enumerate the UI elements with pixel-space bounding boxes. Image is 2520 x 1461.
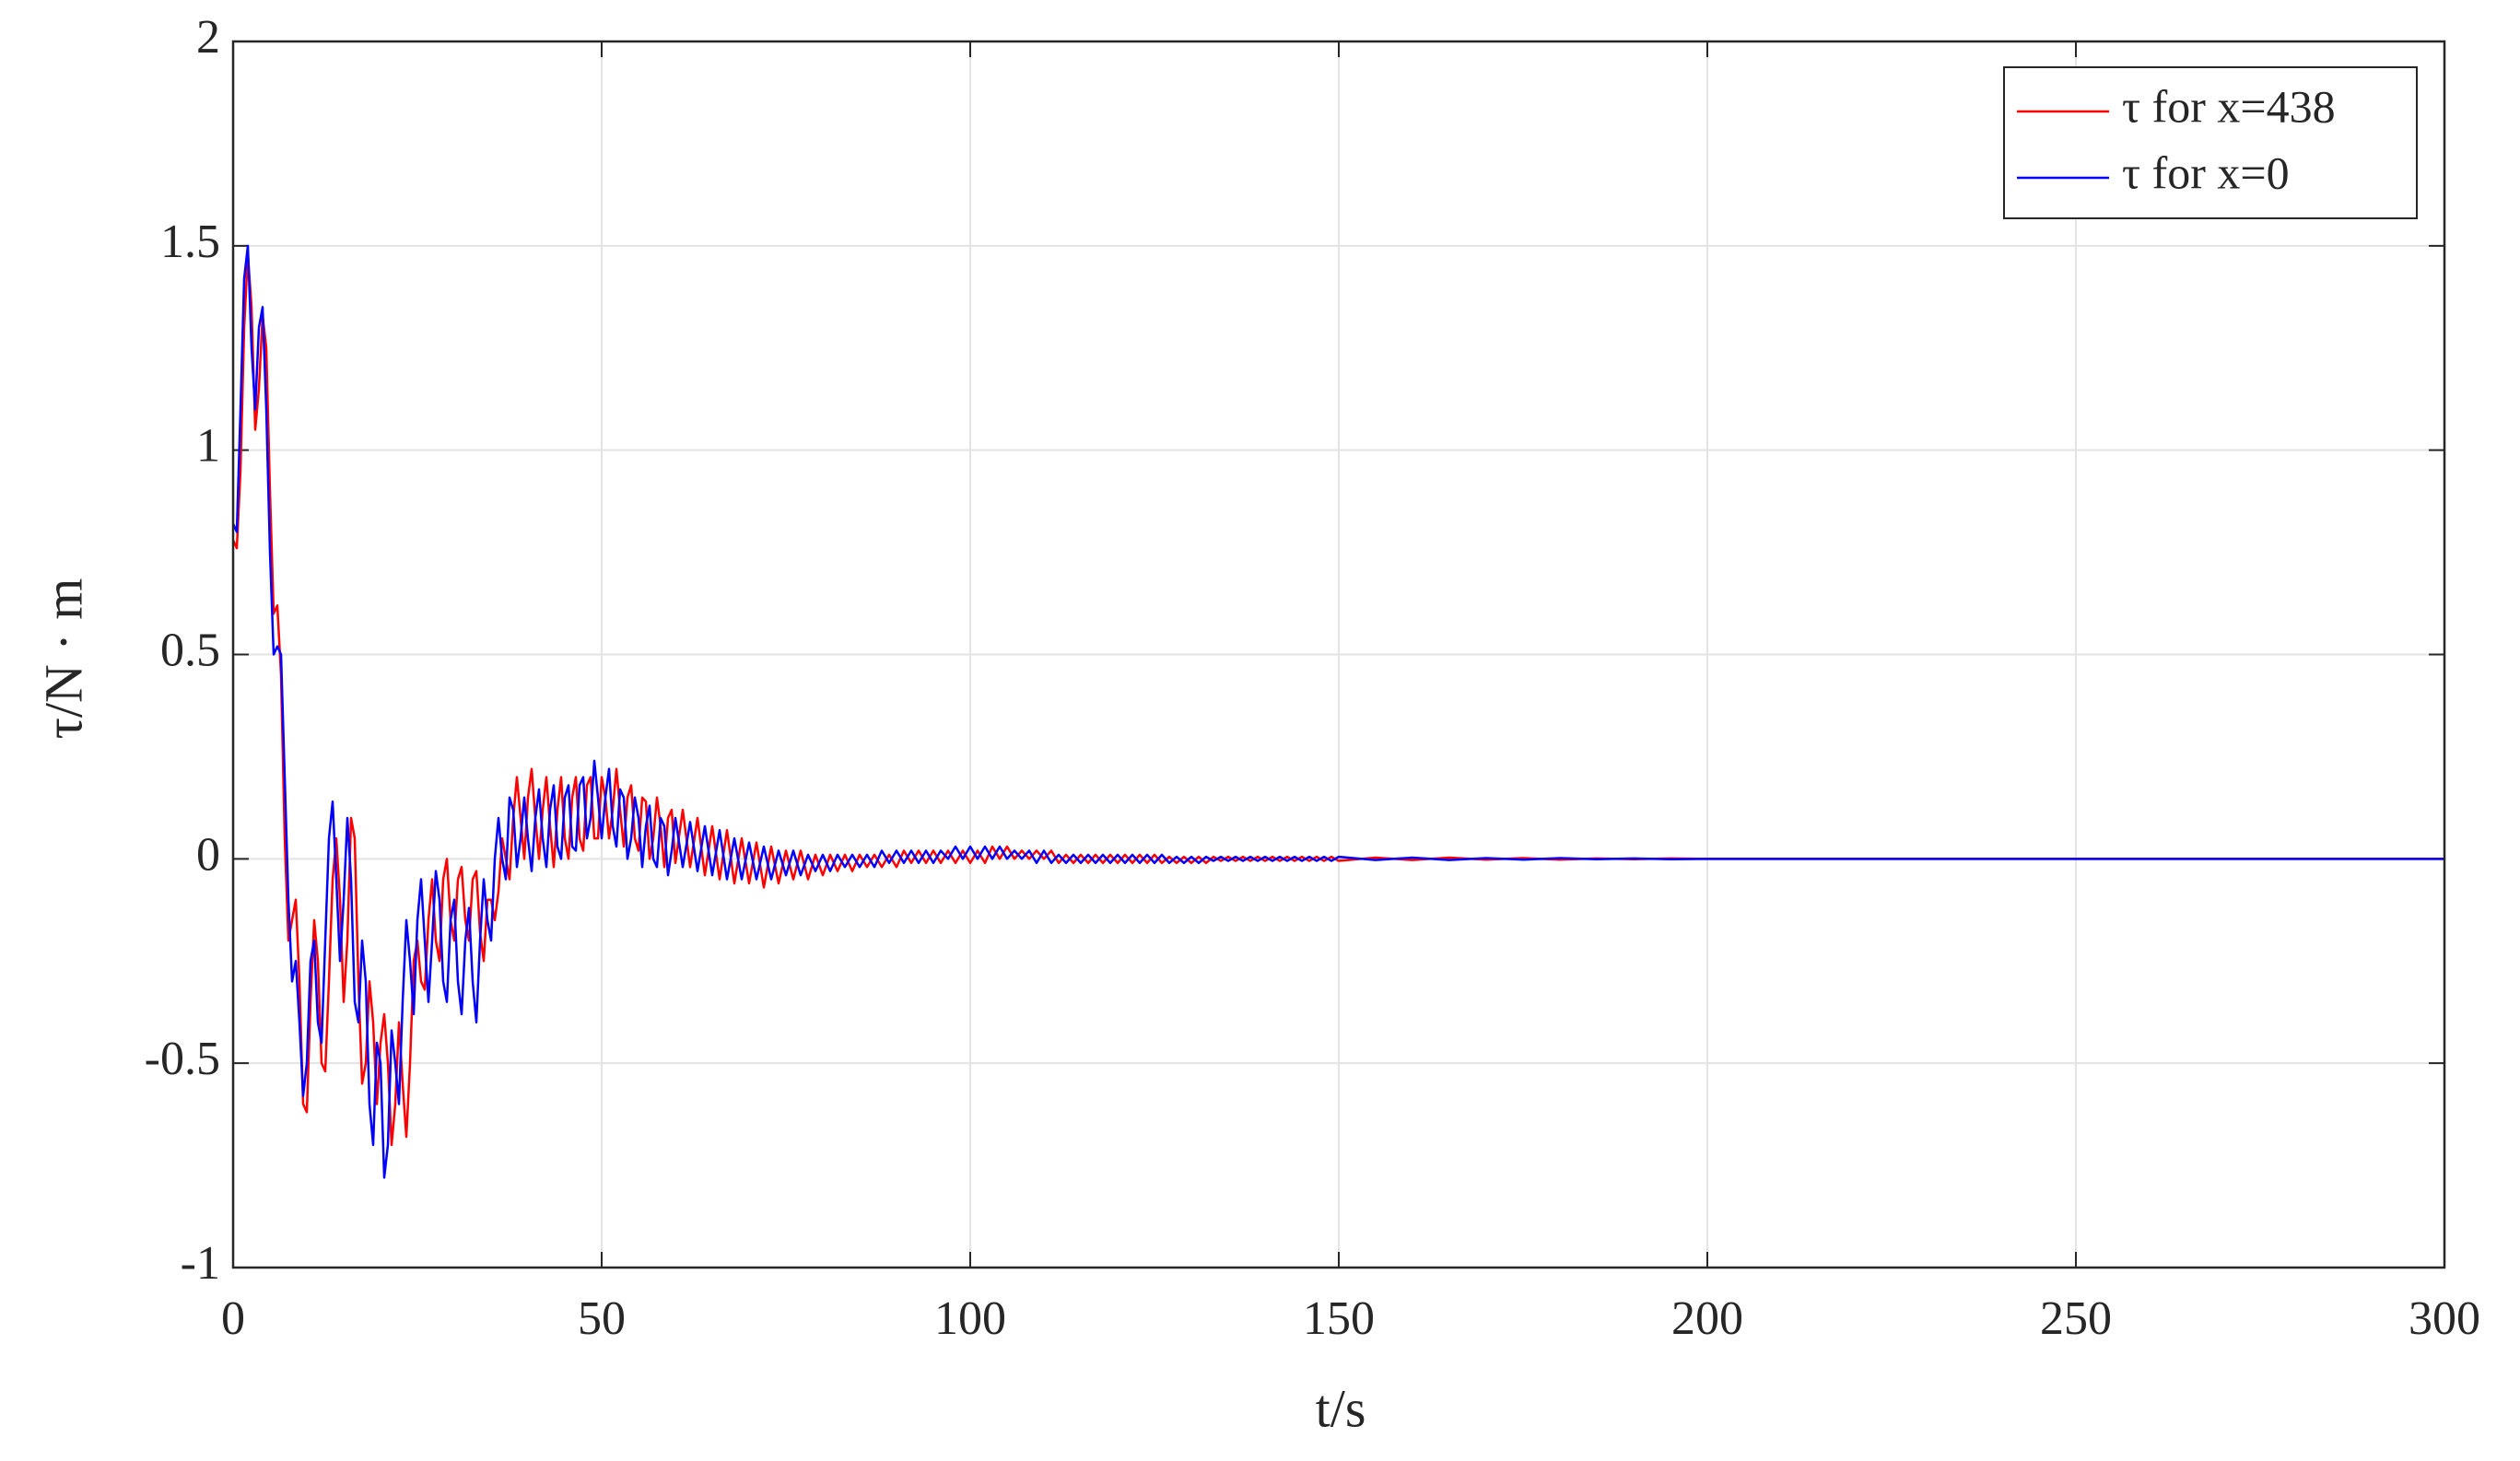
x-tick-label: 300 [2409,1292,2480,1345]
x-tick-label: 50 [578,1292,626,1345]
x-tick-label: 200 [1671,1292,1743,1345]
y-tick-label: -0.5 [145,1033,220,1085]
y-axis-label: τ/N · m [33,579,93,740]
data-line [231,244,2444,1179]
y-tick-label: 1 [196,420,220,473]
legend-label: τ for x=0 [2122,146,2290,198]
data-line [231,252,2444,1147]
y-tick-label: 0.5 [160,624,220,676]
legend-label: τ for x=438 [2122,80,2336,132]
y-tick-label: 1.5 [160,216,220,268]
x-tick-label: 0 [221,1292,245,1345]
x-axis-label: t/s [1316,1378,1366,1438]
y-tick-label: 0 [196,828,220,881]
legend-box [2003,66,2418,219]
x-tick-label: 250 [2040,1292,2112,1345]
x-tick-label: 100 [934,1292,1006,1345]
y-tick-label: -1 [181,1237,220,1290]
x-tick-label: 150 [1303,1292,1375,1345]
plot-frame [231,40,2446,1269]
y-tick-label: 2 [196,11,220,64]
